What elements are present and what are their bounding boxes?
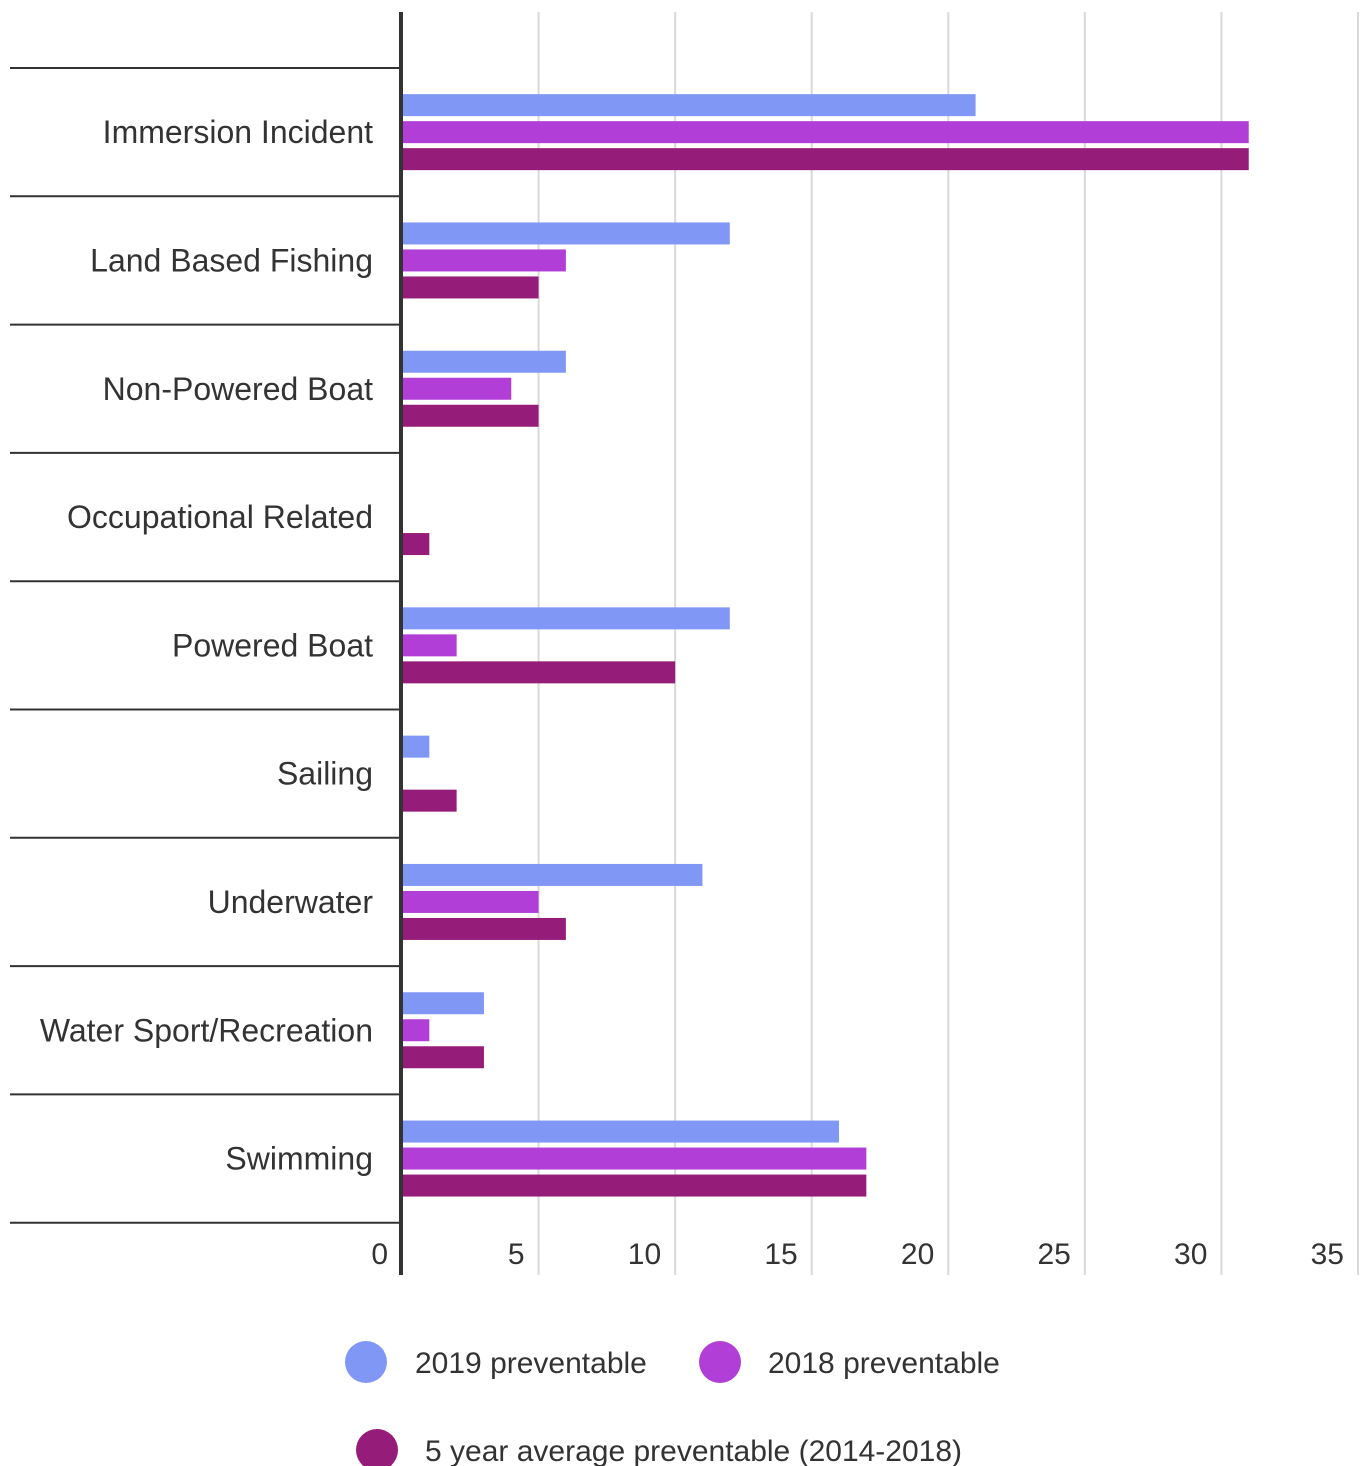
bar-swimming-5-year-average-preventable-2014-2018	[402, 1174, 867, 1197]
x-tick-labels: 0 5 10 15 20 25 30 35	[371, 1238, 1344, 1271]
category-label-non-powered-boat: Non-Powered Boat	[103, 371, 373, 407]
legend-swatch-2018-preventable	[699, 1341, 741, 1383]
bar-land-based-fishing-2019-preventable	[402, 222, 730, 245]
bar-non-powered-boat-2019-preventable	[402, 350, 566, 373]
bar-underwater-2019-preventable	[402, 863, 703, 886]
bar-sailing-5-year-average-preventable-2014-2018	[402, 789, 457, 812]
category-label-swimming: Swimming	[225, 1141, 373, 1177]
bar-swimming-2018-preventable	[402, 1147, 867, 1170]
category-label-powered-boat: Powered Boat	[172, 627, 373, 663]
legend-swatch-2019-preventable	[345, 1341, 387, 1383]
bar-underwater-5-year-average-preventable-2014-2018	[402, 917, 566, 940]
bars	[402, 94, 1249, 1197]
category-labels: Immersion Incident Land Based Fishing Non-…	[40, 114, 374, 1176]
x-tick-label-5: 5	[508, 1238, 525, 1271]
x-tick-label-0: 0	[371, 1238, 388, 1271]
category-label-immersion-incident: Immersion Incident	[103, 114, 373, 150]
category-label-underwater: Underwater	[208, 884, 374, 920]
x-tick-label-35: 35	[1311, 1238, 1344, 1271]
x-tick-label-20: 20	[901, 1238, 934, 1271]
bar-swimming-2019-preventable	[402, 1120, 840, 1143]
bar-immersion-incident-5-year-average-preventable-2014-2018	[402, 148, 1249, 171]
bar-powered-boat-2019-preventable	[402, 607, 730, 630]
category-separators	[10, 67, 400, 1224]
bar-non-powered-boat-5-year-average-preventable-2014-2018	[402, 404, 539, 427]
bar-water-sport-recreation-2018-preventable	[402, 1019, 430, 1042]
category-label-land-based-fishing: Land Based Fishing	[90, 242, 373, 278]
bar-sailing-2019-preventable	[402, 735, 430, 758]
legend-label-5-year-average-preventable-2014-2018: 5 year average preventable (2014-2018)	[425, 1435, 962, 1466]
x-tick-label-25: 25	[1037, 1238, 1070, 1271]
bar-powered-boat-2018-preventable	[402, 634, 457, 657]
category-label-sailing: Sailing	[277, 756, 373, 792]
bar-immersion-incident-2018-preventable	[402, 121, 1249, 144]
bar-land-based-fishing-2018-preventable	[402, 249, 566, 272]
legend-swatch-5-year-average-preventable-2014-2018	[356, 1429, 398, 1466]
x-tick-label-30: 30	[1174, 1238, 1207, 1271]
bar-occupational-related-5-year-average-preventable-2014-2018	[402, 533, 430, 556]
grid-lines	[537, 12, 1359, 1275]
category-label-occupational-related: Occupational Related	[67, 499, 373, 535]
legend: 2019 preventable 2018 preventable 5 year a…	[345, 1341, 1000, 1466]
bar-underwater-2018-preventable	[402, 890, 539, 913]
bar-immersion-incident-2019-preventable	[402, 94, 976, 117]
bar-land-based-fishing-5-year-average-preventable-2014-2018	[402, 276, 539, 299]
bar-powered-boat-5-year-average-preventable-2014-2018	[402, 661, 676, 684]
legend-label-2019-preventable: 2019 preventable	[415, 1347, 647, 1380]
bar-water-sport-recreation-2019-preventable	[402, 992, 484, 1015]
bar-water-sport-recreation-5-year-average-preventable-2014-2018	[402, 1046, 484, 1069]
bar-non-powered-boat-2018-preventable	[402, 377, 512, 400]
legend-label-2018-preventable: 2018 preventable	[768, 1347, 1000, 1380]
x-tick-label-15: 15	[764, 1238, 797, 1271]
x-tick-label-10: 10	[628, 1238, 661, 1271]
category-label-water-sport-recreation: Water Sport/Recreation	[40, 1012, 373, 1048]
